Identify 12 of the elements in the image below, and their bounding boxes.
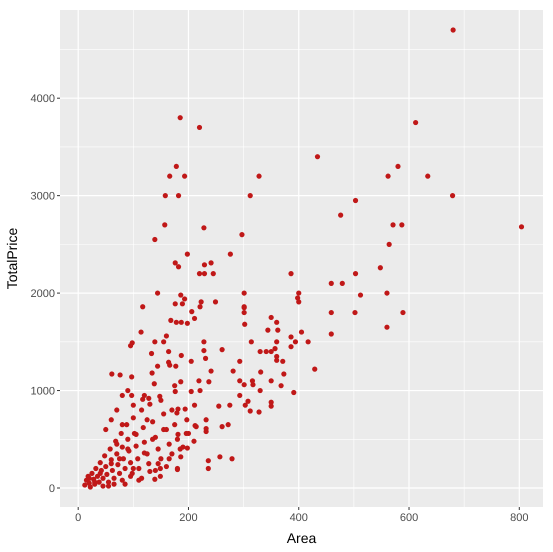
y-tick-label: 1000 — [30, 386, 55, 398]
y-tick-label: 3000 — [30, 190, 55, 203]
x-axis-title: Area — [286, 530, 316, 546]
y-axis-title: TotalPrice — [4, 228, 20, 290]
x-tick-label: 0 — [75, 512, 82, 524]
x-tick-label: 400 — [290, 512, 308, 524]
y-tick-label: 2000 — [30, 288, 55, 300]
x-tick-label: 200 — [179, 512, 198, 524]
x-tick-label: 800 — [510, 512, 528, 524]
y-tick-label: 0 — [48, 482, 55, 495]
y-tick-label: 4000 — [30, 93, 55, 106]
x-tick-label: 600 — [400, 512, 418, 524]
